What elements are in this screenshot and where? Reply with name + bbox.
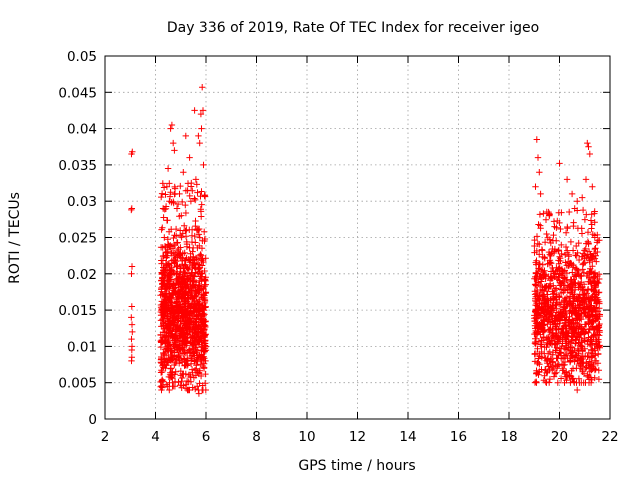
x-tick-label: 8 bbox=[252, 429, 261, 445]
x-tick-label: 10 bbox=[298, 429, 315, 445]
y-tick-label: 0.045 bbox=[58, 85, 97, 101]
x-tick-label: 20 bbox=[551, 429, 568, 445]
y-tick-label: 0 bbox=[88, 412, 97, 428]
x-tick-label: 2 bbox=[101, 429, 110, 445]
y-tick-label: 0.025 bbox=[58, 231, 97, 247]
x-tick-label: 22 bbox=[601, 429, 618, 445]
x-tick-label: 6 bbox=[202, 429, 211, 445]
axis-ticks bbox=[104, 55, 611, 420]
y-tick-label: 0.03 bbox=[67, 194, 97, 210]
y-tick-label: 0.01 bbox=[67, 339, 97, 355]
y-tick-label: 0.02 bbox=[67, 267, 97, 283]
x-tick-label: 4 bbox=[151, 429, 160, 445]
x-axis-label: GPS time / hours bbox=[298, 458, 415, 474]
x-tick-label: 12 bbox=[349, 429, 366, 445]
chart-title: Day 336 of 2019, Rate Of TEC Index for r… bbox=[167, 20, 539, 36]
y-tick-label: 0.015 bbox=[58, 303, 97, 319]
y-axis-label: ROTI / TECUs bbox=[7, 192, 23, 284]
y-tick-label: 0.05 bbox=[67, 49, 97, 65]
x-tick-label: 16 bbox=[450, 429, 467, 445]
x-axis-tick-labels: 2 4 6 8 10 12 14 16 18 20 22 bbox=[101, 429, 619, 445]
y-tick-label: 0.005 bbox=[58, 376, 97, 392]
data-point-markers bbox=[128, 84, 603, 397]
y-tick-label: 0.04 bbox=[67, 122, 97, 138]
y-tick-label: 0.035 bbox=[58, 158, 97, 174]
x-tick-label: 14 bbox=[399, 429, 416, 445]
y-axis-tick-labels: 0 0.005 0.01 0.015 0.02 0.025 0.03 0.035 0.04 0.0… bbox=[58, 49, 97, 428]
x-tick-label: 18 bbox=[500, 429, 517, 445]
series-roti bbox=[128, 84, 603, 397]
